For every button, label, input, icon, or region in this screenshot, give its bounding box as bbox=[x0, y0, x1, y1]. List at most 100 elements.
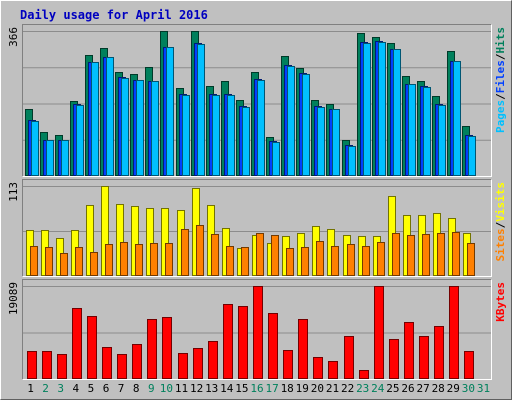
bar-sites-day-28 bbox=[437, 233, 445, 276]
bar-sites-day-14 bbox=[226, 246, 234, 276]
bar-sites-day-2 bbox=[45, 247, 53, 276]
legend-visits_sites: Sites/Visits bbox=[494, 182, 507, 262]
bar-kbytes-day-17 bbox=[268, 313, 278, 379]
bar-kbytes-day-28 bbox=[434, 326, 444, 379]
bar-pages-day-27 bbox=[423, 87, 431, 176]
day-label: 31 bbox=[477, 382, 490, 395]
bar-kbytes-day-6 bbox=[102, 347, 112, 379]
bar-pages-day-11 bbox=[182, 95, 190, 176]
bar-pages-day-15 bbox=[242, 107, 250, 176]
bar-kbytes-day-13 bbox=[208, 341, 218, 379]
bar-kbytes-day-5 bbox=[87, 316, 97, 379]
day-label: 1 bbox=[27, 382, 34, 395]
bar-sites-day-30 bbox=[467, 243, 475, 276]
legend-item-kbytes: KBytes bbox=[494, 282, 507, 322]
day-label: 8 bbox=[133, 382, 140, 395]
bar-pages-day-21 bbox=[332, 109, 340, 176]
bar-sites-day-8 bbox=[135, 244, 143, 276]
day-label: 22 bbox=[341, 382, 354, 395]
bar-sites-day-22 bbox=[347, 244, 355, 276]
bar-pages-day-6 bbox=[106, 57, 114, 176]
bar-sites-day-23 bbox=[362, 246, 370, 276]
bar-pages-day-1 bbox=[31, 121, 39, 176]
day-label: 9 bbox=[148, 382, 155, 395]
legend-item-visits: Visits bbox=[494, 182, 507, 222]
bar-pages-day-5 bbox=[91, 62, 99, 176]
day-label: 20 bbox=[311, 382, 324, 395]
bar-sites-day-19 bbox=[301, 247, 309, 276]
bar-pages-day-25 bbox=[393, 49, 401, 176]
day-label: 26 bbox=[401, 382, 414, 395]
bar-sites-day-15 bbox=[241, 247, 249, 276]
bar-pages-day-14 bbox=[227, 95, 235, 176]
bar-pages-day-30 bbox=[468, 136, 476, 176]
day-label: 16 bbox=[250, 382, 263, 395]
bar-kbytes-day-7 bbox=[117, 354, 127, 379]
bar-pages-day-7 bbox=[121, 78, 129, 176]
bar-kbytes-day-10 bbox=[162, 317, 172, 379]
bar-kbytes-day-9 bbox=[147, 319, 157, 379]
day-label: 11 bbox=[175, 382, 188, 395]
bar-sites-day-13 bbox=[211, 234, 219, 276]
bar-pages-day-13 bbox=[212, 95, 220, 176]
legend-item-files: Files bbox=[494, 60, 507, 93]
panel-border-light bbox=[22, 179, 492, 277]
chart-title: Daily usage for April 2016 bbox=[20, 8, 208, 22]
bar-kbytes-day-1 bbox=[27, 351, 37, 379]
bar-pages-day-29 bbox=[453, 61, 461, 176]
bar-pages-day-4 bbox=[76, 105, 84, 176]
bar-pages-day-16 bbox=[257, 80, 265, 176]
bar-sites-day-21 bbox=[331, 246, 339, 276]
day-label: 12 bbox=[190, 382, 203, 395]
day-label: 5 bbox=[88, 382, 95, 395]
day-label: 27 bbox=[416, 382, 429, 395]
day-label: 6 bbox=[103, 382, 110, 395]
day-label: 21 bbox=[326, 382, 339, 395]
bar-sites-day-4 bbox=[75, 247, 83, 276]
bar-sites-day-26 bbox=[407, 235, 415, 276]
bar-kbytes-day-18 bbox=[283, 350, 293, 379]
legend-item-sites: Sites bbox=[494, 228, 507, 261]
bar-pages-day-2 bbox=[46, 140, 54, 176]
bar-kbytes-day-14 bbox=[223, 304, 233, 379]
bar-kbytes-day-12 bbox=[193, 348, 203, 379]
bar-pages-day-8 bbox=[136, 80, 144, 176]
bar-pages-day-18 bbox=[287, 66, 295, 176]
bar-kbytes-day-2 bbox=[42, 351, 52, 379]
day-label: 2 bbox=[42, 382, 49, 395]
day-label: 28 bbox=[432, 382, 445, 395]
bar-kbytes-day-20 bbox=[313, 357, 323, 379]
bar-pages-day-23 bbox=[363, 43, 371, 176]
panel-border-dark bbox=[22, 279, 492, 380]
bar-pages-day-24 bbox=[378, 42, 386, 176]
day-label: 30 bbox=[462, 382, 475, 395]
bar-sites-day-16 bbox=[256, 233, 264, 276]
day-label: 3 bbox=[57, 382, 64, 395]
day-label: 4 bbox=[72, 382, 79, 395]
bar-pages-day-3 bbox=[61, 140, 69, 176]
legend-separator: / bbox=[494, 221, 507, 228]
bar-sites-day-18 bbox=[286, 248, 294, 276]
bar-sites-day-25 bbox=[392, 233, 400, 276]
bar-pages-day-12 bbox=[197, 44, 205, 176]
panel-border-light bbox=[22, 24, 492, 177]
bar-kbytes-day-8 bbox=[132, 344, 142, 379]
bar-kbytes-day-30 bbox=[464, 351, 474, 379]
panel-border-dark bbox=[22, 179, 492, 277]
bar-sites-day-1 bbox=[30, 246, 38, 276]
bar-sites-day-20 bbox=[316, 241, 324, 276]
bar-kbytes-day-23 bbox=[359, 370, 369, 379]
bar-kbytes-day-22 bbox=[344, 336, 354, 379]
day-label: 19 bbox=[296, 382, 309, 395]
bar-pages-day-26 bbox=[408, 84, 416, 176]
bar-kbytes-day-16 bbox=[253, 286, 263, 379]
bar-sites-day-10 bbox=[165, 243, 173, 276]
bar-sites-day-27 bbox=[422, 234, 430, 276]
bar-pages-day-10 bbox=[166, 47, 174, 176]
legend-kbytes: KBytes bbox=[494, 282, 507, 322]
bar-pages-day-20 bbox=[317, 107, 325, 176]
bar-sites-day-7 bbox=[120, 242, 128, 276]
bar-sites-day-29 bbox=[452, 232, 460, 276]
